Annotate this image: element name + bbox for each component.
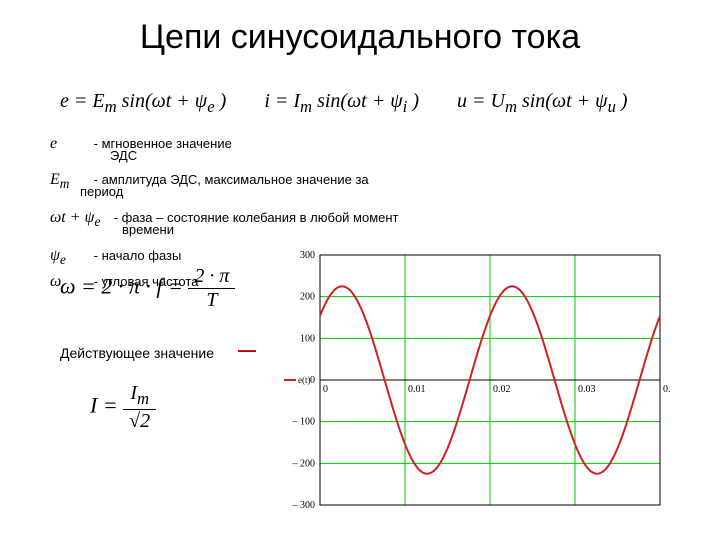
svg-text:0.02: 0.02	[493, 384, 511, 395]
rms-underscore-marker: —	[238, 340, 256, 361]
rms-equation: I = Im √2	[90, 382, 156, 433]
svg-text:100: 100	[300, 333, 315, 344]
omega-equation: ω = 2 · π · f = 2 · π T	[60, 265, 235, 312]
def-phase: ωt + ψe - фаза – состояние колебания в л…	[50, 207, 470, 231]
svg-text:0.04: 0.04	[663, 384, 670, 395]
formula-line: e = Em sin(ωt + ψe ) i = Im sin(ωt + ψi …	[60, 90, 628, 117]
svg-text:– 100: – 100	[292, 417, 316, 428]
svg-text:0.01: 0.01	[408, 384, 426, 395]
svg-text:e(t): e(t)	[298, 375, 311, 385]
def-e: e - мгновенное значение ЭДС	[50, 133, 470, 155]
def-em: Em - амплитуда ЭДС, максимальное значени…	[50, 169, 470, 193]
svg-text:0.03: 0.03	[578, 384, 596, 395]
rms-label: Действующее значение	[60, 345, 214, 361]
svg-text:0: 0	[310, 375, 315, 386]
svg-text:– 300: – 300	[292, 500, 316, 511]
page-title: Цепи синусоидального тока	[0, 18, 720, 57]
svg-text:0: 0	[323, 384, 328, 395]
sinusoid-chart: – 300 – 200 – 100 0 100 200 300 0 0.01 0.02 0.03 0.…	[280, 245, 670, 515]
svg-text:300: 300	[300, 250, 315, 261]
svg-text:– 200: – 200	[292, 458, 316, 469]
svg-text:200: 200	[300, 292, 315, 303]
